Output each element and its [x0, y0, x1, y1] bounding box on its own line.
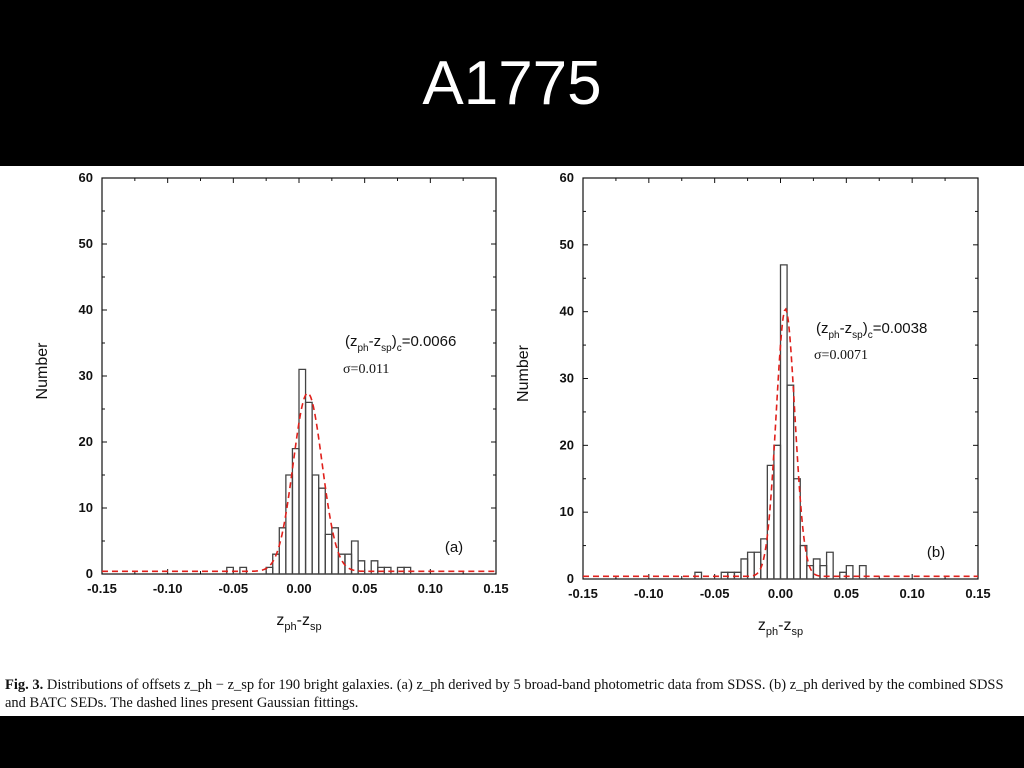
caption-label: Fig. 3.: [5, 677, 44, 693]
y-axis-label: Number: [34, 342, 51, 400]
chart-b: 0 10 20 30 40 50 60 -0.15 -0.10 -0.05 0.00 0.05 0.10…: [515, 170, 991, 638]
y-tick-label: 50: [560, 237, 574, 252]
y-tick-label: 20: [560, 437, 574, 452]
histogram-bin: [799, 544, 808, 579]
x-tick-label: -0.15: [87, 581, 117, 596]
y-tick-label: 0: [86, 566, 93, 581]
histogram-bin: [298, 368, 307, 574]
x-axis-label: zph-zsp: [276, 612, 321, 633]
y-axis-label: Number: [515, 344, 532, 402]
histogram-bin: [272, 553, 280, 574]
x-tick-label: -0.15: [568, 586, 598, 601]
y-tick-label: 40: [79, 302, 93, 317]
y-tick-label: 30: [79, 368, 93, 383]
slide-title: A1775: [422, 48, 602, 118]
y-tick-label: 50: [79, 236, 93, 251]
histogram-bin: [350, 540, 359, 574]
caption-text: Distributions of offsets z_ph − z_sp for…: [5, 677, 1004, 711]
x-tick-label: 0.00: [768, 586, 793, 601]
y-tick-label: 60: [79, 170, 93, 185]
y-tick-label: 10: [79, 500, 93, 515]
histogram-bin: [304, 401, 313, 574]
histogram-bin: [845, 564, 854, 579]
x-tick-label: 0.05: [352, 581, 377, 596]
x-tick-label: -0.05: [219, 581, 249, 596]
x-tick-label: 0.10: [418, 581, 443, 596]
x-tick-label: 0.15: [483, 581, 508, 596]
figure-caption: Fig. 3. Distributions of offsets z_ph − …: [5, 676, 1020, 712]
x-tick-label: 0.05: [834, 586, 859, 601]
histogram-bin: [858, 564, 867, 579]
histogram-bin: [793, 478, 801, 579]
sigma-label: σ=0.0071: [814, 348, 868, 363]
histogram-bin: [773, 444, 782, 579]
panel-label: (b): [927, 544, 945, 561]
x-tick-label: -0.10: [153, 581, 183, 596]
histogram-bin: [324, 533, 333, 574]
gaussian-fit-line: [583, 307, 978, 578]
y-tick-label: 30: [560, 371, 574, 386]
histogram-bin: [311, 474, 320, 574]
y-tick-label: 40: [560, 304, 574, 319]
histogram-bin: [285, 474, 294, 574]
histogram-bin: [825, 551, 834, 579]
x-axis-label: zph-zsp: [758, 617, 803, 638]
x-tick-label: 0.10: [900, 586, 925, 601]
gaussian-fit-line: [102, 392, 496, 573]
chart-a: 0 10 20 30 40 50 60 -0.15 -0.10 -0.05 0.00 0.05 0.10…: [34, 170, 509, 633]
x-tick-label: 0.00: [286, 581, 311, 596]
y-tick-label: 0: [567, 571, 574, 586]
y-tick-label: 10: [560, 504, 574, 519]
figure-panel: 0 10 20 30 40 50 60 -0.15 -0.10 -0.05 0.00 0.05 0.10…: [0, 166, 1024, 716]
mean-offset-label: (zph-zsp)c=0.0066: [345, 333, 456, 354]
mean-offset-label: (zph-zsp)c=0.0038: [816, 320, 927, 341]
x-tick-label: -0.10: [634, 586, 664, 601]
histogram-bin: [344, 553, 353, 574]
histogram-bin: [357, 560, 366, 574]
histogram-bin: [318, 487, 326, 574]
x-tick-label: 0.15: [965, 586, 990, 601]
histogram-bin: [786, 384, 795, 579]
panel-label: (a): [445, 539, 463, 556]
x-tick-label: -0.05: [700, 586, 730, 601]
histogram-bin: [331, 527, 340, 574]
y-tick-label: 20: [79, 434, 93, 449]
histogram-charts: 0 10 20 30 40 50 60 -0.15 -0.10 -0.05 0.00 0.05 0.10…: [34, 170, 991, 638]
histogram-bin: [766, 464, 775, 579]
sigma-label: σ=0.011: [343, 362, 389, 377]
y-tick-label: 60: [560, 170, 574, 185]
